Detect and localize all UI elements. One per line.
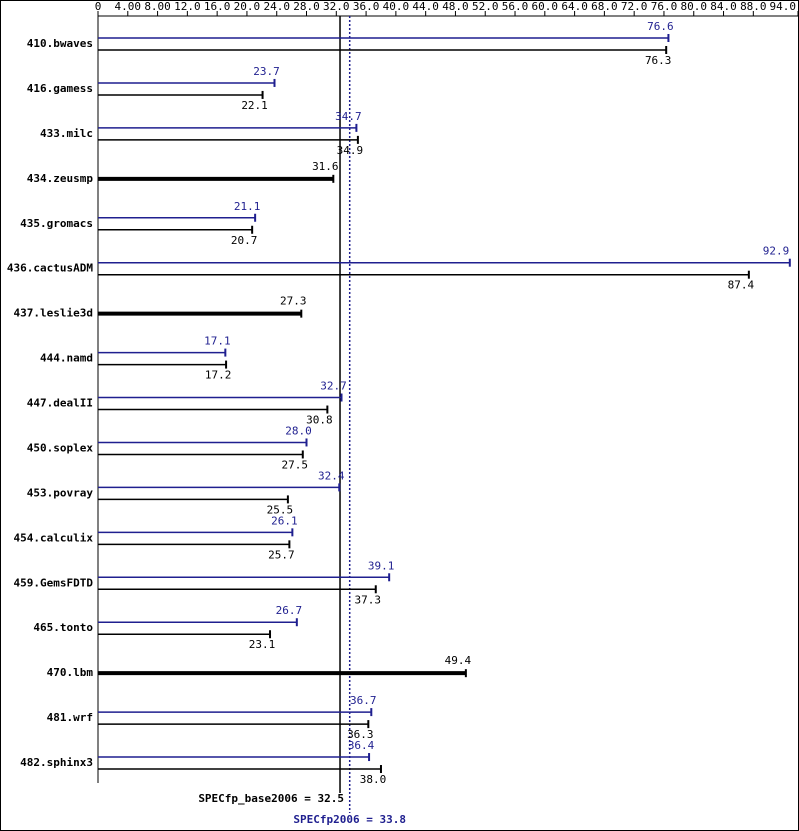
value-label: 92.9 xyxy=(763,245,790,258)
value-label: 21.1 xyxy=(234,200,261,213)
x-tick-label: 0 xyxy=(95,0,102,13)
value-label: 34.7 xyxy=(335,110,362,123)
x-tick-label: 76.0 xyxy=(651,0,678,13)
value-label: 32.4 xyxy=(318,469,345,482)
value-label: 32.7 xyxy=(320,380,347,393)
value-label: 36.3 xyxy=(347,728,374,741)
x-tick-label: 28.0 xyxy=(293,0,320,13)
category-label: 416.gamess xyxy=(27,82,93,95)
category-label: 447.dealII xyxy=(27,397,93,410)
category-label: 433.milc xyxy=(40,127,93,140)
category-label: 482.sphinx3 xyxy=(20,756,93,769)
value-label: 22.1 xyxy=(241,99,268,112)
x-tick-label: 24.0 xyxy=(263,0,290,13)
x-tick-label: 48.0 xyxy=(442,0,469,13)
value-label: 17.2 xyxy=(205,369,232,382)
value-label: 34.9 xyxy=(337,144,364,157)
x-tick-label: 12.0 xyxy=(174,0,201,13)
reference-label: SPECfp2006 = 33.8 xyxy=(293,813,406,826)
category-label: 434.zeusmp xyxy=(27,172,94,185)
value-label: 76.6 xyxy=(647,20,674,33)
value-label: 38.0 xyxy=(360,773,387,786)
x-tick-label: 44.0 xyxy=(412,0,439,13)
value-label: 49.4 xyxy=(445,654,472,667)
value-label: 23.7 xyxy=(253,65,280,78)
x-tick-label: 84.0 xyxy=(710,0,737,13)
category-label: 444.namd xyxy=(40,352,93,365)
value-label: 26.7 xyxy=(276,604,303,617)
x-tick-label: 36.0 xyxy=(353,0,380,13)
value-label: 37.3 xyxy=(355,593,382,606)
category-label: 410.bwaves xyxy=(27,37,93,50)
category-label: 454.calculix xyxy=(14,531,94,544)
value-label: 25.7 xyxy=(268,548,295,561)
x-tick-label: 72.0 xyxy=(621,0,648,13)
x-tick-label: 52.0 xyxy=(472,0,499,13)
x-tick-label: 20.0 xyxy=(234,0,261,13)
x-tick-label: 32.0 xyxy=(323,0,350,13)
category-label: 459.GemsFDTD xyxy=(14,576,94,589)
value-label: 26.1 xyxy=(271,514,298,527)
value-label: 31.6 xyxy=(312,160,339,173)
value-label: 39.1 xyxy=(368,559,395,572)
x-tick-label: 80.0 xyxy=(680,0,707,13)
x-tick-label: 56.0 xyxy=(502,0,529,13)
value-label: 17.1 xyxy=(204,335,231,348)
value-label: 23.1 xyxy=(249,638,276,651)
x-tick-label: 64.0 xyxy=(561,0,588,13)
x-tick-label: 4.00 xyxy=(115,0,142,13)
category-label: 437.leslie3d xyxy=(14,307,93,320)
x-tick-label: 60.0 xyxy=(532,0,559,13)
category-label: 465.tonto xyxy=(33,621,93,634)
x-tick-label: 8.00 xyxy=(144,0,171,13)
x-tick-label: 88.0 xyxy=(740,0,767,13)
value-label: 87.4 xyxy=(728,279,755,292)
category-label: 435.gromacs xyxy=(20,217,93,230)
category-label: 436.cactusADM xyxy=(7,262,93,275)
category-label: 481.wrf xyxy=(47,711,93,724)
value-label: 28.0 xyxy=(285,424,312,437)
value-label: 30.8 xyxy=(306,414,333,427)
value-label: 27.3 xyxy=(280,295,307,308)
value-label: 20.7 xyxy=(231,234,258,247)
value-label: 27.5 xyxy=(282,458,309,471)
x-tick-label: 94.0 xyxy=(770,0,797,13)
value-label: 36.7 xyxy=(350,694,377,707)
reference-label: SPECfp_base2006 = 32.5 xyxy=(198,792,344,805)
x-tick-label: 68.0 xyxy=(591,0,618,13)
category-label: 470.lbm xyxy=(47,666,94,679)
value-label: 36.4 xyxy=(348,739,375,752)
value-label: 76.3 xyxy=(645,54,672,67)
x-tick-label: 16.0 xyxy=(204,0,231,13)
category-label: 453.povray xyxy=(27,486,94,499)
x-tick-label: 40.0 xyxy=(383,0,410,13)
category-label: 450.soplex xyxy=(27,441,94,454)
value-label: 25.5 xyxy=(267,503,294,516)
